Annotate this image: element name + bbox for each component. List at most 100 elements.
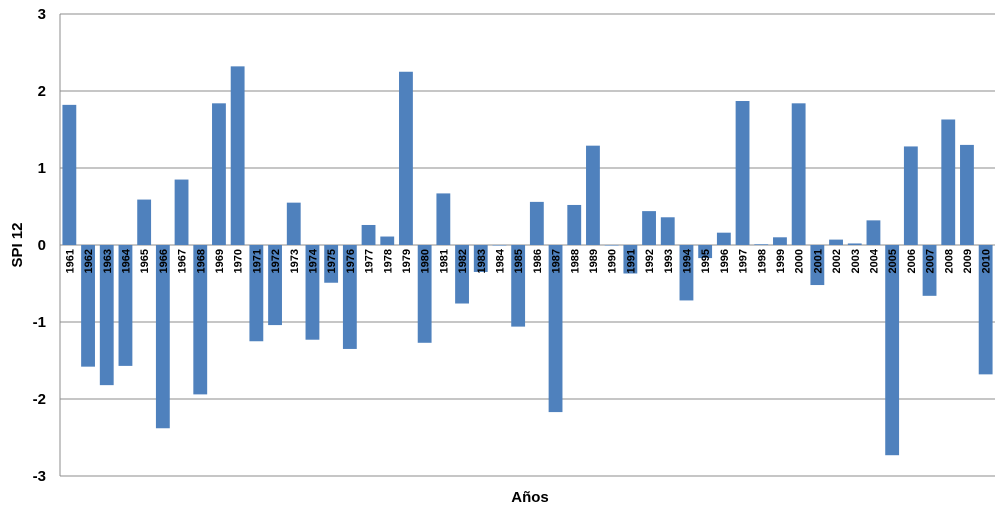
bar bbox=[492, 245, 507, 246]
x-tick-label: 1961 bbox=[64, 249, 76, 273]
bar bbox=[361, 224, 376, 245]
bar bbox=[342, 245, 357, 349]
y-tick-label: 2 bbox=[38, 83, 46, 100]
bar bbox=[903, 146, 918, 245]
x-tick-label: 2004 bbox=[868, 248, 880, 273]
x-tick-label: 1972 bbox=[270, 249, 282, 273]
bar bbox=[511, 245, 526, 327]
x-tick-label: 1978 bbox=[382, 249, 394, 273]
x-tick-label: 1962 bbox=[83, 249, 95, 273]
x-tick-label: 1973 bbox=[289, 249, 301, 273]
x-tick-label: 2010 bbox=[981, 249, 993, 273]
bar bbox=[885, 245, 900, 456]
bar bbox=[324, 245, 339, 283]
x-tick-label: 1989 bbox=[588, 249, 600, 273]
x-tick-label: 1963 bbox=[102, 249, 114, 273]
x-tick-label: 1966 bbox=[158, 249, 170, 273]
x-tick-label: 2000 bbox=[794, 249, 806, 273]
x-tick-label: 1996 bbox=[719, 249, 731, 273]
x-tick-labels: 1961 1962 1963 1964 1965 1966 1967 1968 1969 1970… bbox=[64, 248, 992, 273]
x-tick-label: 1983 bbox=[476, 249, 488, 273]
bar bbox=[791, 103, 806, 245]
x-tick-label: 1998 bbox=[756, 249, 768, 273]
x-tick-label: 2007 bbox=[925, 249, 937, 273]
bar bbox=[922, 245, 937, 296]
bar bbox=[99, 245, 114, 386]
bar bbox=[567, 204, 582, 245]
bars bbox=[62, 66, 993, 456]
x-tick-label: 1993 bbox=[663, 249, 675, 273]
x-axis-title: Años bbox=[511, 489, 549, 506]
bar bbox=[436, 193, 451, 245]
bar bbox=[473, 245, 488, 272]
x-tick-label: 1994 bbox=[681, 248, 693, 273]
x-tick-label: 2001 bbox=[812, 249, 824, 273]
bar bbox=[212, 103, 226, 245]
x-tick-label: 1984 bbox=[494, 248, 506, 273]
x-tick-label: 2006 bbox=[906, 249, 918, 273]
bar bbox=[960, 144, 974, 245]
bar bbox=[941, 119, 956, 245]
x-tick-label: 1968 bbox=[195, 249, 207, 273]
x-tick-label: 1979 bbox=[401, 249, 413, 273]
x-tick-label: 1980 bbox=[420, 249, 432, 273]
bar bbox=[847, 243, 862, 245]
x-tick-label: 1976 bbox=[345, 249, 357, 273]
x-tick-label: 1985 bbox=[513, 249, 525, 273]
x-tick-label: 1995 bbox=[700, 249, 712, 273]
x-tick-label: 1975 bbox=[326, 249, 338, 273]
bar bbox=[679, 245, 694, 301]
y-tick-label: 3 bbox=[38, 6, 46, 23]
bar bbox=[193, 245, 208, 395]
bar bbox=[81, 245, 95, 367]
bar bbox=[810, 245, 825, 286]
bar bbox=[829, 239, 843, 245]
bar bbox=[230, 66, 245, 245]
y-tick-label: -2 bbox=[33, 391, 46, 408]
bar bbox=[268, 245, 282, 326]
x-tick-label: 2008 bbox=[943, 249, 955, 273]
bar bbox=[305, 245, 320, 340]
bar bbox=[586, 145, 600, 245]
bar bbox=[978, 245, 993, 375]
bar bbox=[174, 179, 189, 245]
x-tick-label: 1999 bbox=[775, 249, 787, 273]
x-tick-label: 1992 bbox=[644, 249, 656, 273]
y-tick-label: -1 bbox=[33, 314, 46, 331]
x-tick-label: 1982 bbox=[457, 249, 469, 273]
x-tick-label: 2003 bbox=[850, 249, 862, 273]
x-tick-label: 1977 bbox=[364, 249, 376, 273]
y-tick-labels: -3 -2 -1 0 1 2 3 bbox=[33, 6, 46, 485]
x-tick-label: 1987 bbox=[551, 249, 563, 273]
bar bbox=[417, 245, 432, 343]
bar bbox=[866, 220, 881, 245]
bar bbox=[716, 232, 731, 245]
y-axis-title: SPI 12 bbox=[9, 222, 26, 267]
bar bbox=[399, 71, 413, 245]
bar bbox=[286, 202, 301, 245]
y-tick-label: 0 bbox=[38, 237, 46, 254]
x-tick-label: 2005 bbox=[887, 249, 899, 273]
bar bbox=[455, 245, 469, 304]
bar bbox=[118, 245, 133, 366]
x-tick-label: 1969 bbox=[214, 249, 226, 273]
bar bbox=[623, 245, 638, 274]
x-tick-label: 2002 bbox=[831, 249, 843, 273]
x-tick-label: 1990 bbox=[607, 249, 619, 273]
x-tick-label: 1974 bbox=[307, 248, 319, 273]
bar bbox=[529, 201, 544, 245]
x-tick-label: 1988 bbox=[569, 249, 581, 273]
bar bbox=[660, 217, 675, 245]
x-tick-label: 1981 bbox=[438, 249, 450, 273]
bar bbox=[62, 104, 77, 245]
bar bbox=[698, 245, 713, 259]
x-tick-label: 1970 bbox=[233, 249, 245, 273]
bar bbox=[754, 244, 769, 245]
bar bbox=[735, 101, 750, 245]
y-tick-label: -3 bbox=[33, 468, 46, 485]
x-tick-label: 1991 bbox=[625, 249, 637, 273]
x-tick-label: 1997 bbox=[738, 249, 750, 273]
x-tick-label: 2009 bbox=[962, 249, 974, 273]
x-tick-label: 1967 bbox=[177, 249, 189, 273]
